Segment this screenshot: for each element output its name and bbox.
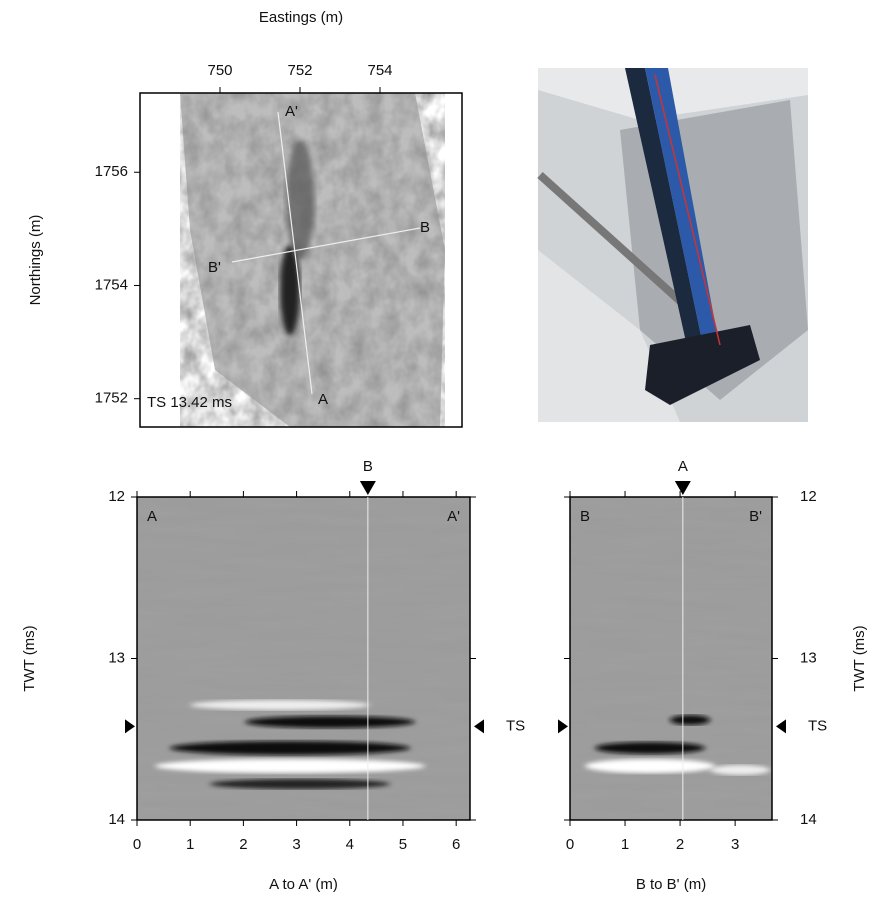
end-label: B' (749, 508, 762, 525)
line-label: B (420, 219, 430, 236)
x-tick-label: 1 (621, 836, 629, 853)
x-tick-label: 2 (239, 836, 247, 853)
y-axis-label: TWT (ms) (851, 625, 868, 691)
photo (538, 68, 808, 422)
x-tick-label: 0 (566, 836, 574, 853)
y-tick-label: 13 (108, 649, 125, 666)
ts-marker-left (558, 719, 568, 733)
x-tick-label: 754 (367, 62, 392, 79)
y-tick-label: 1754 (95, 276, 128, 293)
x-tick-label: 3 (731, 836, 739, 853)
crossing-label: B (363, 458, 373, 475)
line-label: A' (285, 103, 298, 120)
x-tick-label: 1 (186, 836, 194, 853)
line-label: B' (208, 259, 221, 276)
x-tick-label: 4 (346, 836, 354, 853)
line-label: A (318, 391, 328, 408)
x-tick-label: 750 (207, 62, 232, 79)
crossing-label: A (678, 458, 688, 475)
y-axis-label: Northings (m) (27, 215, 44, 306)
x-tick-label: 3 (292, 836, 300, 853)
ts-label: TS (506, 717, 525, 734)
x-tick-label: 0 (133, 836, 141, 853)
ts-marker-left (125, 719, 135, 733)
y-tick-label: 1752 (95, 390, 128, 407)
radargram-b (570, 497, 772, 820)
y-tick-label: 12 (800, 488, 817, 505)
map-caption: TS 13.42 ms (147, 394, 232, 411)
crossing-marker (360, 481, 376, 495)
x-tick-label: 6 (452, 836, 460, 853)
x-axis-label: B to B' (m) (636, 876, 706, 893)
crossing-marker (675, 481, 691, 495)
x-tick-label: 5 (399, 836, 407, 853)
radargram-a (137, 497, 470, 820)
map-image (140, 93, 462, 427)
y-tick-label: 14 (108, 811, 125, 828)
ts-marker-right (776, 719, 786, 733)
y-axis-label: TWT (ms) (21, 625, 38, 691)
ts-label: TS (808, 717, 827, 734)
y-tick-label: 12 (108, 488, 125, 505)
end-label: A' (447, 508, 460, 525)
y-tick-label: 1756 (95, 163, 128, 180)
start-label: B (580, 508, 590, 525)
start-label: A (147, 508, 157, 525)
x-tick-label: 752 (287, 62, 312, 79)
figure: 750 752 754 1752 1754 1756 Eastings (m) Northin… (0, 0, 870, 907)
y-tick-label: 13 (800, 649, 817, 666)
y-tick-label: 14 (800, 811, 817, 828)
x-tick-label: 2 (676, 836, 684, 853)
x-axis-label: Eastings (m) (259, 9, 343, 26)
ts-marker-right (474, 719, 484, 733)
x-axis-label: A to A' (m) (269, 876, 338, 893)
